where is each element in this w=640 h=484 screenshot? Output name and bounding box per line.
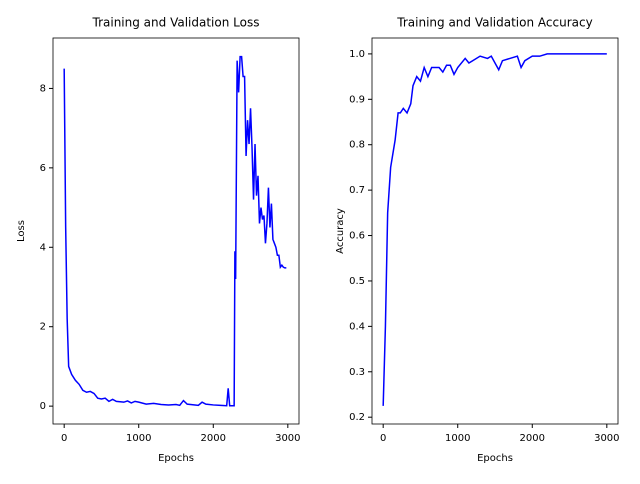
y-tick-label: 0.3 xyxy=(349,367,365,378)
x-axis-label: Epochs xyxy=(158,453,194,464)
y-tick-label: 0.9 xyxy=(349,94,365,105)
axes-frame xyxy=(52,37,300,425)
y-tick-label: 0.8 xyxy=(349,140,365,151)
y-tick-label: 0.2 xyxy=(349,412,365,423)
y-tick-label: 1.0 xyxy=(349,49,365,60)
y-tick-label: 0.6 xyxy=(349,231,365,242)
y-tick-label: 0 xyxy=(40,401,46,412)
y-tick-label: 0.5 xyxy=(349,276,365,287)
chart-title: Training and Validation Loss xyxy=(92,16,260,30)
y-axis-label: Accuracy xyxy=(335,208,346,254)
axes-frame xyxy=(371,37,619,425)
x-tick-label: 3000 xyxy=(594,433,619,444)
x-tick-label: 0 xyxy=(61,433,67,444)
x-tick-label: 1000 xyxy=(126,433,151,444)
y-tick-label: 8 xyxy=(40,83,46,94)
x-tick-label: 2000 xyxy=(520,433,545,444)
y-tick-label: 0.4 xyxy=(349,321,365,332)
data-line xyxy=(382,53,607,406)
y-tick-label: 0.7 xyxy=(349,185,365,196)
x-tick-label: 2000 xyxy=(201,433,226,444)
x-tick-label: 0 xyxy=(380,433,386,444)
x-axis-label: Epochs xyxy=(477,453,513,464)
chart-title: Training and Validation Accuracy xyxy=(396,16,592,30)
data-line xyxy=(63,55,287,407)
y-tick-label: 4 xyxy=(40,242,46,253)
y-tick-label: 6 xyxy=(40,163,46,174)
y-tick-label: 2 xyxy=(40,322,46,333)
y-axis-label: Loss xyxy=(16,220,27,242)
x-tick-label: 1000 xyxy=(445,433,470,444)
x-tick-label: 3000 xyxy=(275,433,300,444)
